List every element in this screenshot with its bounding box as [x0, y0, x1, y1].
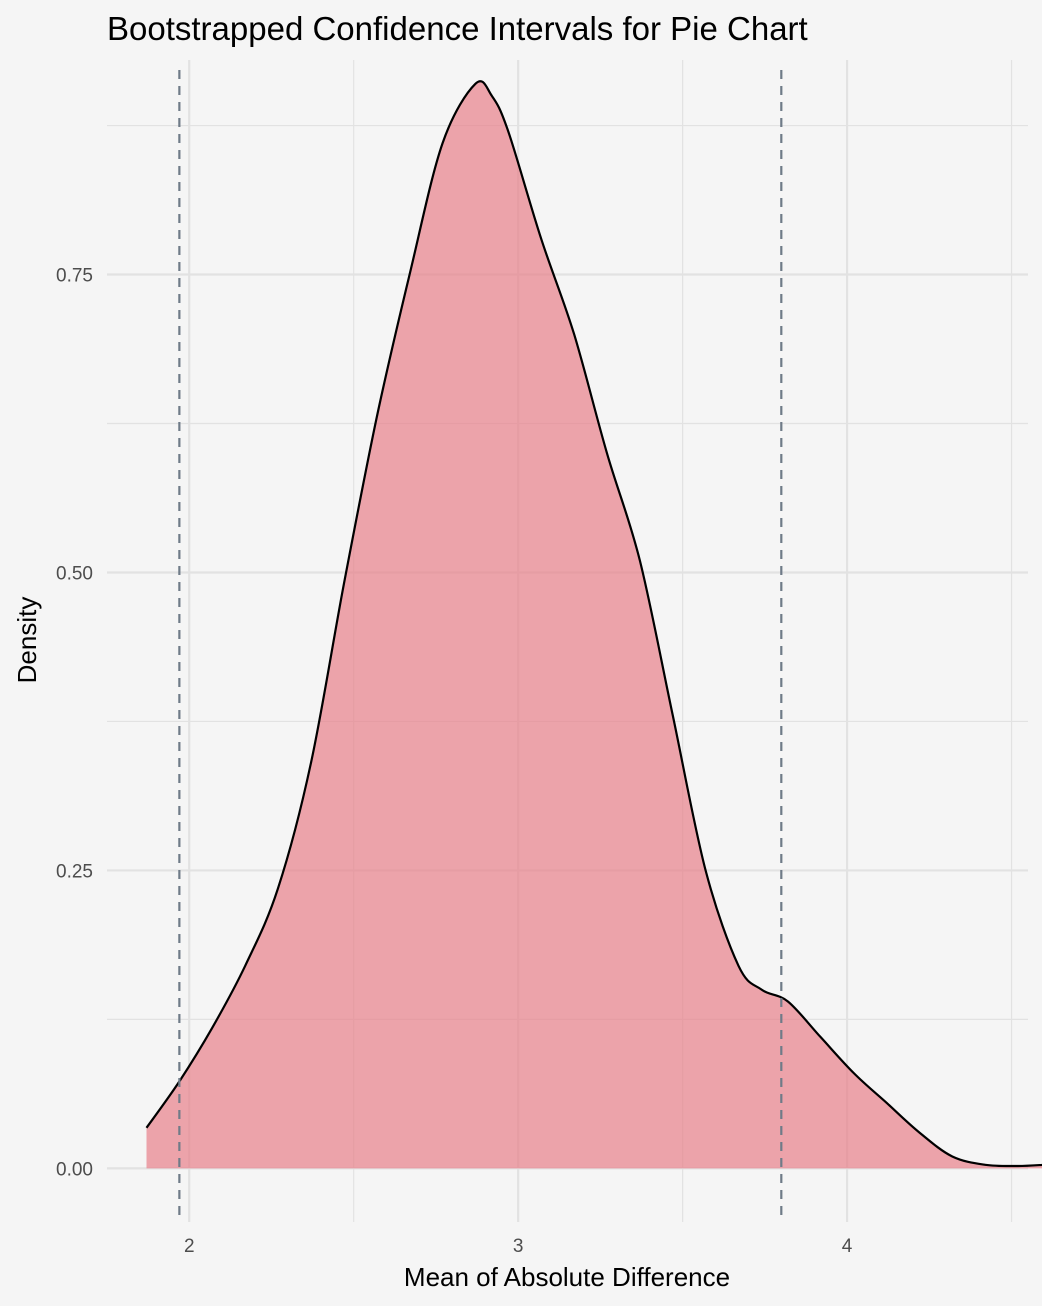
y-axis-title: Density — [12, 597, 42, 684]
x-axis-title: Mean of Absolute Difference — [404, 1262, 730, 1292]
y-tick-label: 0.75 — [56, 266, 93, 287]
y-tick-label: 0.50 — [56, 563, 93, 584]
density-area-fill — [146, 81, 1042, 1169]
y-tick-labels: 0.00 0.25 0.50 0.75 — [56, 266, 93, 1181]
x-tick-labels: 2 3 4 — [184, 1236, 853, 1257]
x-tick-label: 3 — [513, 1236, 524, 1257]
density-area-layer — [145, 80, 1042, 1169]
y-tick-label: 0.25 — [56, 861, 93, 882]
ci-lines-layer — [178, 70, 783, 1222]
y-tick-label: 0.00 — [56, 1159, 93, 1180]
x-tick-label: 2 — [184, 1236, 195, 1257]
density-curve — [145, 80, 1042, 1168]
x-tick-label: 4 — [842, 1236, 853, 1257]
chart-title: Bootstrapped Confidence Intervals for Pi… — [107, 10, 808, 47]
